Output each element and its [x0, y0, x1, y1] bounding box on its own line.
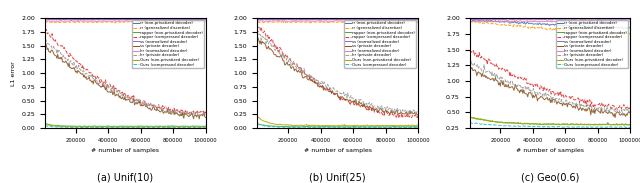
Text: (c) Geo(0.6): (c) Geo(0.6) — [521, 172, 579, 182]
Legend: rr (non-privatized decoder), rr (generalized discretize), rappor (non-privatized: rr (non-privatized decoder), rr (general… — [556, 20, 628, 68]
Text: (b) Unif(25): (b) Unif(25) — [309, 172, 366, 182]
Y-axis label: L1 error: L1 error — [11, 61, 16, 86]
X-axis label: # number of samples: # number of samples — [303, 148, 372, 153]
Legend: rr (non-privatized decoder), rr (generalized discretize), rappor (non-privatized: rr (non-privatized decoder), rr (general… — [344, 20, 416, 68]
X-axis label: # number of samples: # number of samples — [92, 148, 159, 153]
X-axis label: # number of samples: # number of samples — [516, 148, 584, 153]
Text: (a) Unif(10): (a) Unif(10) — [97, 172, 154, 182]
Legend: rr (non-privatized decoder), rr (generalized discretize), rappor (non-privatized: rr (non-privatized decoder), rr (general… — [132, 20, 204, 68]
